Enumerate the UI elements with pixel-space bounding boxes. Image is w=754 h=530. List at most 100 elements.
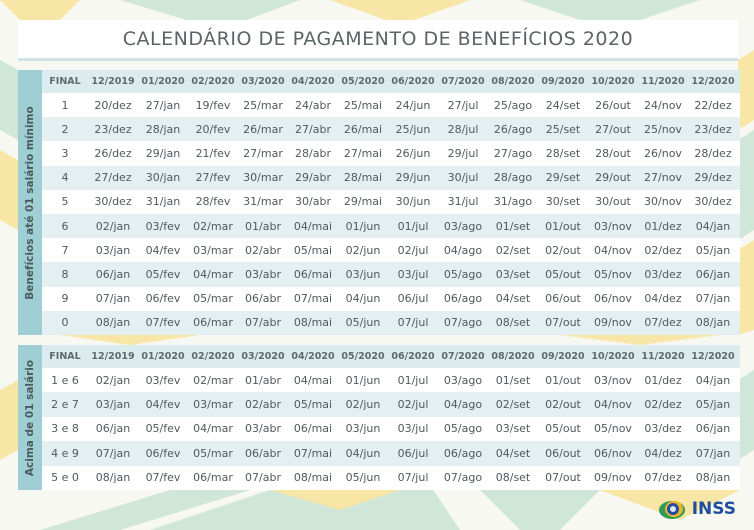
table-row: 2 23/dez 28/jan 20/fev 26/mar 27/abr 26/mai 25/… (42, 117, 740, 142)
table-header-row: FINAL 12/2019 01/2020 02/2020 03/2020 04/2020… (42, 345, 740, 368)
payment-date-cell: 04/nov (594, 243, 632, 257)
payment-date-cell: 04/mai (293, 219, 333, 233)
payment-date-cell: 01/jul (397, 219, 429, 233)
final-digit-cell: 8 (61, 267, 69, 281)
payment-date-cell: 29/dez (694, 171, 732, 185)
payment-date-cell: 03/ago (443, 219, 483, 233)
payment-date-cell: 25/nov (644, 122, 682, 136)
payment-date-cell: 07/out (545, 471, 581, 485)
payment-date-cell: 26/dez (94, 146, 132, 160)
column-header: 09/2020 (541, 76, 585, 87)
payment-date-cell: 08/mai (293, 316, 333, 330)
payment-date-cell: 02/set (495, 398, 531, 412)
payment-date-cell: 03/jul (397, 267, 429, 281)
table-section-label: Benefícios até 01 salário mínimo (18, 70, 42, 335)
payment-date-cell: 31/jul (447, 195, 479, 209)
payment-date-cell: 01/dez (644, 373, 682, 387)
column-header: 09/2020 (541, 351, 585, 362)
payment-date-cell: 06/out (545, 292, 581, 306)
inss-logo: INSS (658, 498, 736, 520)
payment-date-cell: 05/out (545, 267, 581, 281)
payment-date-cell: 25/ago (493, 98, 533, 112)
payment-date-cell: 06/jan (695, 422, 731, 436)
payment-date-cell: 04/dez (644, 446, 682, 460)
table-section-label: Acima de 01 salário (18, 345, 42, 490)
payment-date-cell: 06/abr (245, 446, 281, 460)
payment-date-cell: 07/mai (293, 446, 333, 460)
final-digit-cell: 3 (61, 146, 69, 160)
payment-date-cell: 03/mar (193, 243, 233, 257)
payment-date-cell: 06/jan (695, 267, 731, 281)
payment-date-cell: 04/set (495, 292, 531, 306)
final-digit-cell: 2 e 7 (51, 398, 79, 412)
payment-date-cell: 03/abr (245, 422, 281, 436)
column-header: 10/2020 (591, 351, 635, 362)
payment-date-cell: 09/nov (594, 316, 632, 330)
payment-date-cell: 07/abr (245, 471, 281, 485)
final-digit-cell: 5 e 0 (51, 471, 79, 485)
payment-date-cell: 01/out (545, 373, 581, 387)
final-digit-cell: 2 (61, 122, 69, 136)
final-digit-cell: 4 e 9 (51, 446, 79, 460)
payment-date-cell: 04/fev (145, 243, 181, 257)
payment-date-cell: 07/jan (95, 446, 131, 460)
payment-date-cell: 27/dez (94, 171, 132, 185)
column-header: 06/2020 (391, 351, 435, 362)
payment-date-cell: 07/out (545, 316, 581, 330)
payment-date-cell: 01/jun (345, 219, 381, 233)
payment-date-cell: 01/jul (397, 373, 429, 387)
table-grid: FINAL 12/2019 01/2020 02/2020 03/2020 04/2020… (42, 345, 740, 490)
table-row: 8 06/jan 05/fev 04/mar 03/abr 06/mai 03/jun 03/… (42, 262, 740, 287)
payment-date-cell: 07/dez (644, 316, 682, 330)
payment-date-cell: 06/mar (193, 471, 233, 485)
payment-date-cell: 07/abr (245, 316, 281, 330)
payment-date-cell: 02/out (545, 398, 581, 412)
payment-date-cell: 06/fev (145, 446, 181, 460)
payment-date-cell: 06/nov (594, 446, 632, 460)
payment-date-cell: 04/nov (594, 398, 632, 412)
column-header: 06/2020 (391, 76, 435, 87)
payment-date-cell: 06/jul (397, 292, 429, 306)
payment-date-cell: 02/jun (345, 243, 381, 257)
payment-date-cell: 08/set (495, 471, 531, 485)
column-header: 11/2020 (641, 351, 685, 362)
payment-date-cell: 01/abr (245, 219, 281, 233)
column-header: 08/2020 (491, 76, 535, 87)
payment-date-cell: 02/dez (644, 398, 682, 412)
table-row: 5 30/dez 31/jan 28/fev 31/mar 30/abr 29/mai 30/… (42, 190, 740, 214)
table-row: 9 07/jan 06/fev 05/mar 06/abr 07/mai 04/jun 06/… (42, 287, 740, 311)
payment-date-cell: 07/mai (293, 292, 333, 306)
payment-date-cell: 05/mar (193, 446, 233, 460)
payment-date-cell: 29/out (595, 171, 631, 185)
payment-date-cell: 27/mar (243, 146, 283, 160)
payment-date-cell: 28/fev (195, 195, 231, 209)
payment-date-cell: 05/jun (345, 316, 381, 330)
payment-date-cell: 03/nov (594, 373, 632, 387)
payment-date-cell: 06/jul (397, 446, 429, 460)
payment-date-cell: 03/fev (145, 219, 181, 233)
payment-date-cell: 05/out (545, 422, 581, 436)
payment-date-cell: 08/jan (695, 471, 731, 485)
payment-date-cell: 31/jan (145, 195, 181, 209)
payment-date-cell: 24/nov (644, 98, 682, 112)
payment-date-cell: 07/jul (397, 471, 429, 485)
payment-date-cell: 05/nov (594, 422, 632, 436)
inss-globe-icon (658, 501, 685, 519)
payment-date-cell: 19/fev (195, 98, 231, 112)
payment-date-cell: 28/jan (145, 122, 181, 136)
payment-date-cell: 05/nov (594, 267, 632, 281)
column-header: 12/2020 (691, 76, 735, 87)
payment-date-cell: 25/jun (395, 122, 431, 136)
payment-date-cell: 04/set (495, 446, 531, 460)
final-digit-cell: 0 (61, 316, 69, 330)
column-header: FINAL (49, 351, 81, 362)
column-header: 04/2020 (291, 351, 335, 362)
payment-date-cell: 06/out (545, 446, 581, 460)
column-header: 10/2020 (591, 76, 635, 87)
payment-date-cell: 03/jul (397, 422, 429, 436)
payment-date-cell: 07/jan (95, 292, 131, 306)
payment-date-cell: 29/jul (447, 146, 479, 160)
payment-date-cell: 07/jul (397, 316, 429, 330)
section-label-text: Benefícios até 01 salário mínimo (24, 105, 36, 300)
payment-date-cell: 26/mai (343, 122, 383, 136)
